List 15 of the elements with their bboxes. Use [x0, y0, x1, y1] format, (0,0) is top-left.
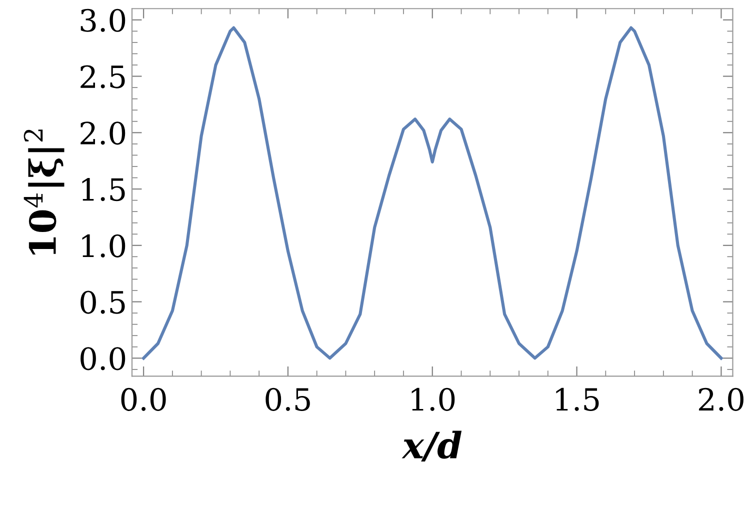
y-tick-label: 1.5 [82, 178, 125, 202]
x-tick-label: 2.0 [698, 388, 744, 411]
y-tick-label: 2.5 [80, 65, 125, 88]
line-series [142, 26, 723, 360]
x-tick-label: 1.0 [412, 388, 455, 411]
y-axis-title: 10$^{4}$|ξ|$^{2}$ [24, 130, 64, 254]
y-tick-label: 0.0 [80, 347, 126, 370]
x-axis-title: x/d [402, 430, 462, 462]
x-tick-label: 0.0 [121, 388, 166, 411]
y-tick-label: 3.0 [80, 8, 126, 32]
y-tick-label: 1.0 [82, 234, 126, 258]
y-tick-label: 2.0 [80, 122, 126, 145]
x-tick-label: 0.5 [266, 388, 310, 411]
x-tick-label: 1.5 [556, 388, 599, 411]
y-tick-label: 0.5 [80, 290, 125, 314]
